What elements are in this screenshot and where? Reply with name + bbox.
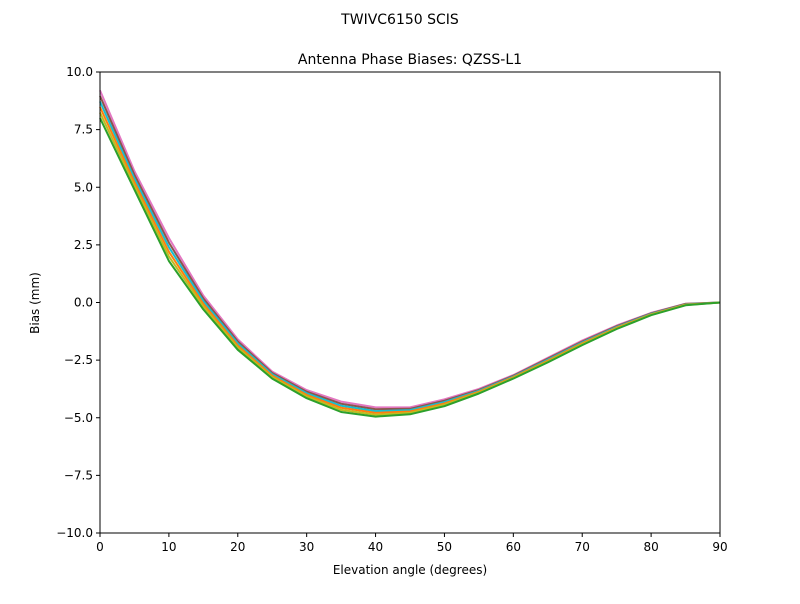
chart-title: Antenna Phase Biases: QZSS-L1 [298,52,522,68]
x-tick-label: 40 [368,540,383,554]
series-line-5 [99,117,721,418]
series-line-3 [99,106,721,414]
y-tick-label: −5.0 [64,411,93,425]
y-tick-label: −2.5 [64,353,93,367]
x-tick-label: 30 [299,540,314,554]
series-lines [99,90,721,418]
y-tick-label: −10.0 [56,526,93,540]
x-tick-label: 50 [437,540,452,554]
y-tick-label: 7.5 [74,123,93,137]
series-line-0 [99,90,721,409]
x-axis-label: Elevation angle (degrees) [333,563,487,577]
series-line-2 [99,101,721,413]
x-tick-label: 0 [96,540,104,554]
y-tick-label: −7.5 [64,468,93,482]
series-line-1 [99,95,721,411]
x-tick-label: 90 [712,540,727,554]
y-tick-label: 5.0 [74,180,93,194]
y-tick-label: 2.5 [74,238,93,252]
plot-frame [99,71,721,534]
x-tick-label: 10 [161,540,176,554]
y-tick-label: 10.0 [66,65,93,79]
y-axis-label: Bias (mm) [28,272,42,334]
axis-ticks: 0 10 20 30 40 50 60 70 80 90 −10.0 −7.5 −5.0 −2.5 0.0 2… [56,65,727,554]
chart-suptitle: TWIVC6150 SCIS [340,12,459,28]
x-tick-label: 20 [230,540,245,554]
x-tick-label: 70 [575,540,590,554]
series-line-4 [99,112,721,416]
x-tick-label: 80 [643,540,658,554]
y-tick-label: 0.0 [74,296,93,310]
x-tick-label: 60 [506,540,521,554]
